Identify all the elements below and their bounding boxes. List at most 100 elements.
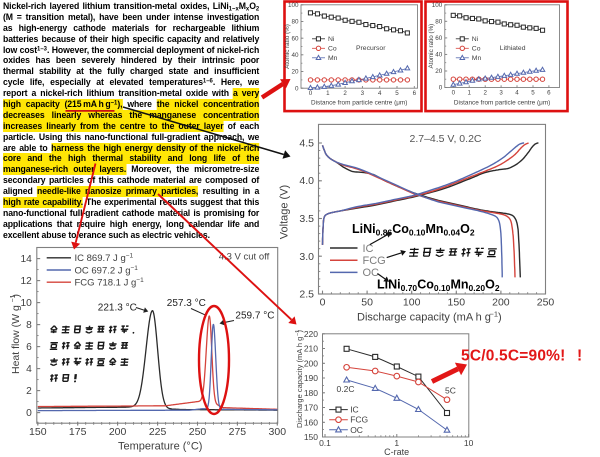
- svg-text:150: 150: [29, 426, 47, 438]
- svg-text:150: 150: [304, 432, 318, 442]
- svg-text:2.7–4.5 V, 0.2C: 2.7–4.5 V, 0.2C: [409, 133, 481, 145]
- svg-text:5C/0.5C=90%!: 5C/0.5C=90%!: [461, 348, 566, 365]
- svg-text:5: 5: [531, 90, 535, 97]
- svg-text:Atomic ratio (%): Atomic ratio (%): [428, 24, 435, 69]
- svg-text:160: 160: [304, 417, 318, 427]
- svg-text:250: 250: [537, 297, 555, 309]
- svg-text:1: 1: [326, 90, 330, 97]
- svg-text:IC: IC: [350, 405, 359, 415]
- svg-text:Voltage (V): Voltage (V): [279, 185, 291, 239]
- svg-text:Ni: Ni: [472, 36, 479, 43]
- svg-text:3.0: 3.0: [299, 251, 314, 263]
- svg-text:259.7 °C: 259.7 °C: [235, 311, 274, 322]
- svg-text:210: 210: [304, 344, 318, 354]
- svg-text:8: 8: [26, 320, 32, 331]
- svg-text:257.3 °C: 257.3 °C: [167, 298, 206, 309]
- svg-text:0: 0: [295, 85, 299, 92]
- svg-text:100: 100: [403, 297, 421, 309]
- svg-text:175: 175: [69, 426, 87, 438]
- svg-text:−1: −1: [295, 330, 301, 336]
- svg-text:OC: OC: [363, 267, 380, 279]
- svg-text:Temperature (°C): Temperature (°C): [118, 440, 202, 452]
- svg-text:4.5: 4.5: [299, 138, 314, 150]
- svg-text:!: !: [577, 348, 582, 365]
- svg-text:4.0: 4.0: [299, 175, 314, 187]
- svg-text:−1: −1: [490, 310, 499, 319]
- svg-text:Discharge capacity (mA h g: Discharge capacity (mA h g: [295, 337, 304, 428]
- svg-text:0: 0: [439, 85, 443, 92]
- svg-text:0: 0: [26, 408, 32, 419]
- svg-text:4.3 V cut off: 4.3 V cut off: [219, 252, 270, 263]
- svg-text:50: 50: [361, 297, 373, 309]
- svg-text:0: 0: [320, 297, 326, 309]
- svg-text:−1: −1: [10, 294, 17, 302]
- svg-text:100: 100: [432, 2, 443, 9]
- svg-text:OC: OC: [350, 425, 363, 435]
- svg-text:80: 80: [291, 19, 299, 26]
- svg-text:Co: Co: [472, 46, 481, 53]
- svg-text:Heat flow (W g: Heat flow (W g: [10, 305, 22, 374]
- svg-text:Mn: Mn: [328, 55, 338, 62]
- svg-text:LiNi0.70 Co0.10 Mn0.20 O2: LiNi0.70 Co0.10 Mn0.20 O2: [377, 278, 500, 293]
- svg-text:C-rate: C-rate: [384, 447, 409, 457]
- svg-text:4: 4: [515, 90, 519, 97]
- svg-text:200: 200: [492, 297, 510, 309]
- svg-text:4: 4: [26, 364, 32, 375]
- svg-text:200: 200: [109, 426, 127, 438]
- svg-text:221.3 °C: 221.3 °C: [98, 303, 137, 314]
- svg-text:60: 60: [291, 35, 299, 42]
- svg-text:10: 10: [464, 438, 474, 448]
- svg-text:14: 14: [20, 254, 32, 265]
- svg-text:IC: IC: [363, 243, 374, 255]
- svg-text:275: 275: [229, 426, 247, 438]
- svg-text:3: 3: [361, 90, 365, 97]
- svg-text:Atomic ratio (%): Atomic ratio (%): [284, 24, 291, 69]
- svg-text:0: 0: [452, 90, 456, 97]
- svg-text:3: 3: [499, 90, 503, 97]
- svg-text:FCG: FCG: [363, 255, 386, 267]
- svg-text:LiNi0.86 Co0.10 Mn0.04 O2: LiNi0.86 Co0.10 Mn0.04 O2: [352, 222, 475, 237]
- svg-text:190: 190: [304, 373, 318, 383]
- svg-text:Distance from particle centre: Distance from particle centre (μm): [454, 100, 550, 107]
- svg-text:FCG 718.1 J g−1: FCG 718.1 J g−1: [75, 277, 145, 289]
- svg-text:200: 200: [304, 358, 318, 368]
- svg-text:5: 5: [395, 90, 399, 97]
- svg-text:Precursor: Precursor: [356, 45, 386, 52]
- svg-text:225: 225: [149, 426, 167, 438]
- svg-text:2: 2: [26, 386, 32, 397]
- svg-text:180: 180: [304, 388, 318, 398]
- svg-text:Ni: Ni: [328, 36, 335, 43]
- svg-text:OC 697.2 J g−1: OC 697.2 J g−1: [75, 265, 139, 277]
- svg-text:300: 300: [269, 426, 287, 438]
- svg-text:): ): [10, 294, 22, 298]
- svg-text:0: 0: [309, 90, 313, 97]
- svg-text:6: 6: [26, 342, 32, 353]
- svg-text:40: 40: [435, 52, 443, 59]
- svg-text:Co: Co: [328, 46, 337, 53]
- svg-text:): ): [498, 312, 502, 324]
- svg-text:1: 1: [394, 438, 399, 448]
- svg-text:100: 100: [288, 2, 299, 9]
- svg-text:5C: 5C: [445, 386, 456, 396]
- svg-text:220: 220: [304, 329, 318, 339]
- svg-text:0.2C: 0.2C: [337, 384, 355, 394]
- svg-text:170: 170: [304, 403, 318, 413]
- svg-text:80: 80: [435, 19, 443, 26]
- svg-text:10: 10: [20, 298, 32, 309]
- svg-text:6: 6: [547, 90, 551, 97]
- svg-text:1: 1: [467, 90, 471, 97]
- svg-text:2.5: 2.5: [299, 289, 314, 301]
- svg-text:20: 20: [291, 69, 299, 76]
- svg-text:3.5: 3.5: [299, 213, 314, 225]
- svg-text:6: 6: [413, 90, 417, 97]
- svg-text:20: 20: [435, 68, 443, 75]
- svg-text:150: 150: [448, 297, 466, 309]
- svg-text:FCG: FCG: [350, 415, 368, 425]
- svg-text:12: 12: [20, 276, 32, 287]
- svg-text:Mn: Mn: [472, 55, 482, 62]
- svg-text:2: 2: [343, 90, 347, 97]
- svg-text:Distance from particle centre: Distance from particle centre (μm): [311, 100, 407, 107]
- svg-text:0.1: 0.1: [319, 438, 331, 448]
- svg-text:IC 869.7 J g−1: IC 869.7 J g−1: [75, 253, 134, 265]
- svg-text:2: 2: [483, 90, 487, 97]
